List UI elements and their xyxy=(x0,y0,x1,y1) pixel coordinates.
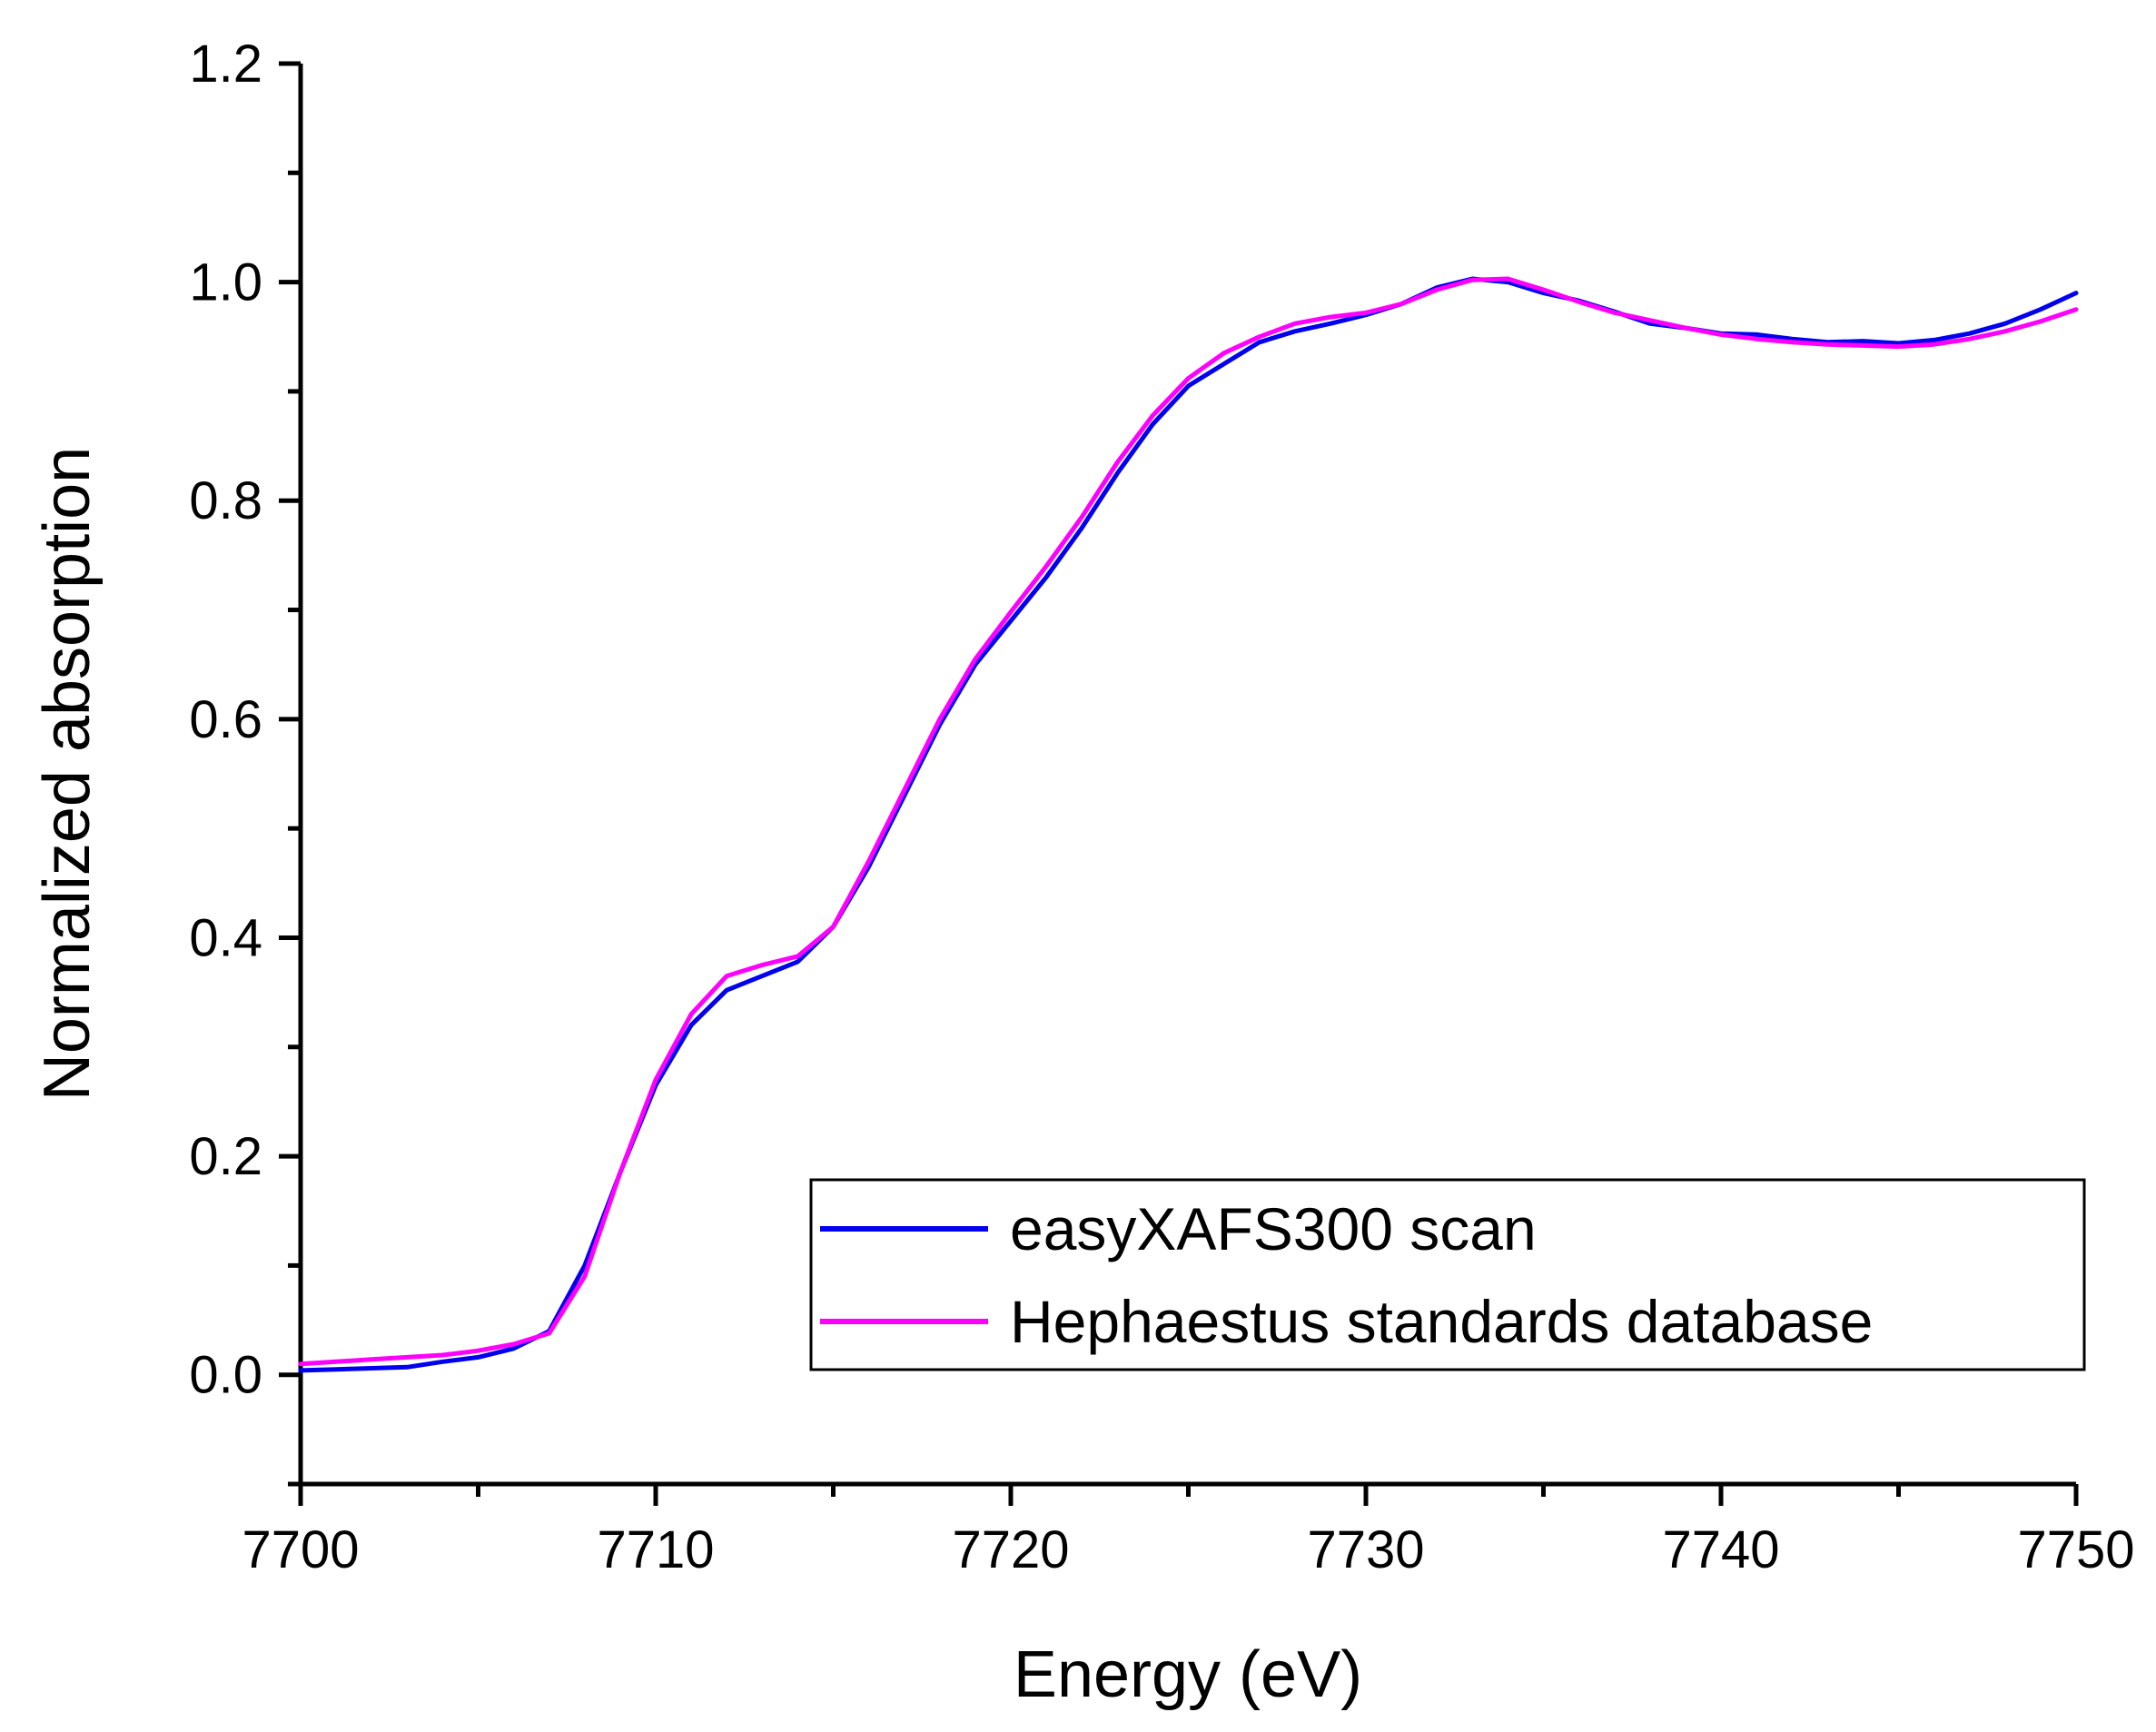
ticks xyxy=(279,61,2079,1506)
legend-box xyxy=(809,1178,2086,1371)
legend-label-hephaestus: Hephaestus standards database xyxy=(1010,1288,1873,1355)
y-tick-label: 0.8 xyxy=(189,471,262,530)
legend: easyXAFS300 scan Hephaestus standards da… xyxy=(809,1178,2086,1371)
y-tick-label: 1.0 xyxy=(189,253,262,312)
y-tick-label: 1.2 xyxy=(189,35,262,94)
x-tick-label: 7700 xyxy=(242,1520,359,1579)
series-line-0 xyxy=(298,276,2079,1373)
tick-labels: 7700 7710 7720 7730 7740 7750 0.0 0.2 0.4 0.6 0.8 1… xyxy=(189,35,2134,1579)
y-tick-label: 0.4 xyxy=(189,908,262,967)
series-lines xyxy=(298,276,2079,1373)
x-axis-title: Energy (eV) xyxy=(1014,1638,1362,1711)
x-tick-label: 7720 xyxy=(952,1520,1069,1579)
x-tick-label: 7750 xyxy=(2017,1520,2134,1579)
x-tick-label: 7740 xyxy=(1662,1520,1779,1579)
x-tick-label: 7710 xyxy=(597,1520,714,1579)
x-tick-label: 7730 xyxy=(1307,1520,1424,1579)
y-axis-title: Normalized absorption xyxy=(31,447,104,1101)
y-tick-label: 0.2 xyxy=(189,1127,262,1186)
series-line-1 xyxy=(298,276,2079,1367)
y-tick-label: 0.6 xyxy=(189,690,262,749)
y-tick-label: 0.0 xyxy=(189,1346,262,1405)
legend-label-easyxafs300: easyXAFS300 scan xyxy=(1010,1195,1537,1262)
